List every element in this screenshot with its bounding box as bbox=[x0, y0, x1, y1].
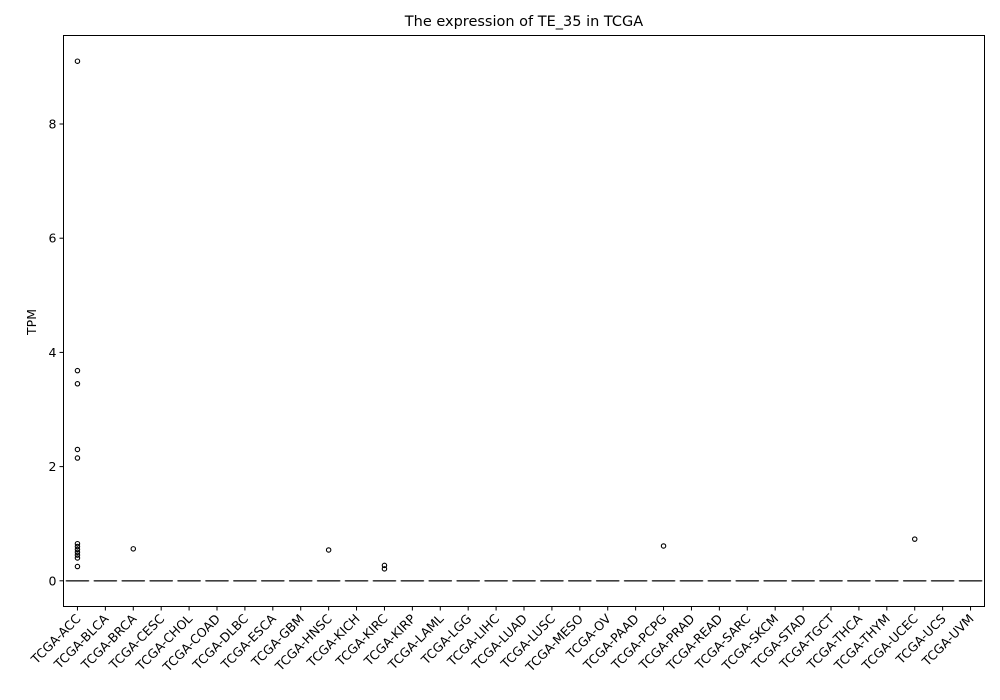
outlier-point bbox=[74, 546, 81, 553]
outlier-point bbox=[74, 381, 81, 387]
outlier-point bbox=[660, 543, 667, 549]
outlier-point bbox=[74, 549, 81, 556]
outlier-point bbox=[381, 562, 388, 569]
plot-area: 02468TCGA-ACCTCGA-BLCATCGA-BRCATCGA-CESC… bbox=[27, 58, 983, 675]
y-tick-label: 6 bbox=[49, 231, 57, 246]
chart-title: The expression of TE_35 in TCGA bbox=[404, 14, 644, 30]
outlier-point bbox=[74, 455, 81, 461]
outlier-point bbox=[74, 543, 81, 550]
y-axis-label: TPM bbox=[24, 309, 39, 336]
outlier-point bbox=[74, 563, 81, 570]
outlier-point bbox=[74, 58, 81, 64]
y-tick-label: 8 bbox=[49, 117, 57, 132]
outlier-point bbox=[74, 540, 81, 547]
plot-frame bbox=[63, 35, 985, 607]
outlier-point bbox=[325, 547, 332, 553]
y-tick-label: 4 bbox=[49, 345, 57, 360]
outlier-point bbox=[74, 446, 81, 453]
outlier-point bbox=[74, 555, 81, 561]
y-tick-label: 2 bbox=[49, 459, 57, 474]
outlier-point bbox=[74, 367, 81, 374]
outlier-point bbox=[74, 552, 81, 558]
outlier-point bbox=[130, 546, 137, 552]
outlier-point bbox=[381, 566, 388, 572]
y-tick-label: 0 bbox=[49, 573, 57, 588]
outlier-point bbox=[911, 536, 918, 542]
